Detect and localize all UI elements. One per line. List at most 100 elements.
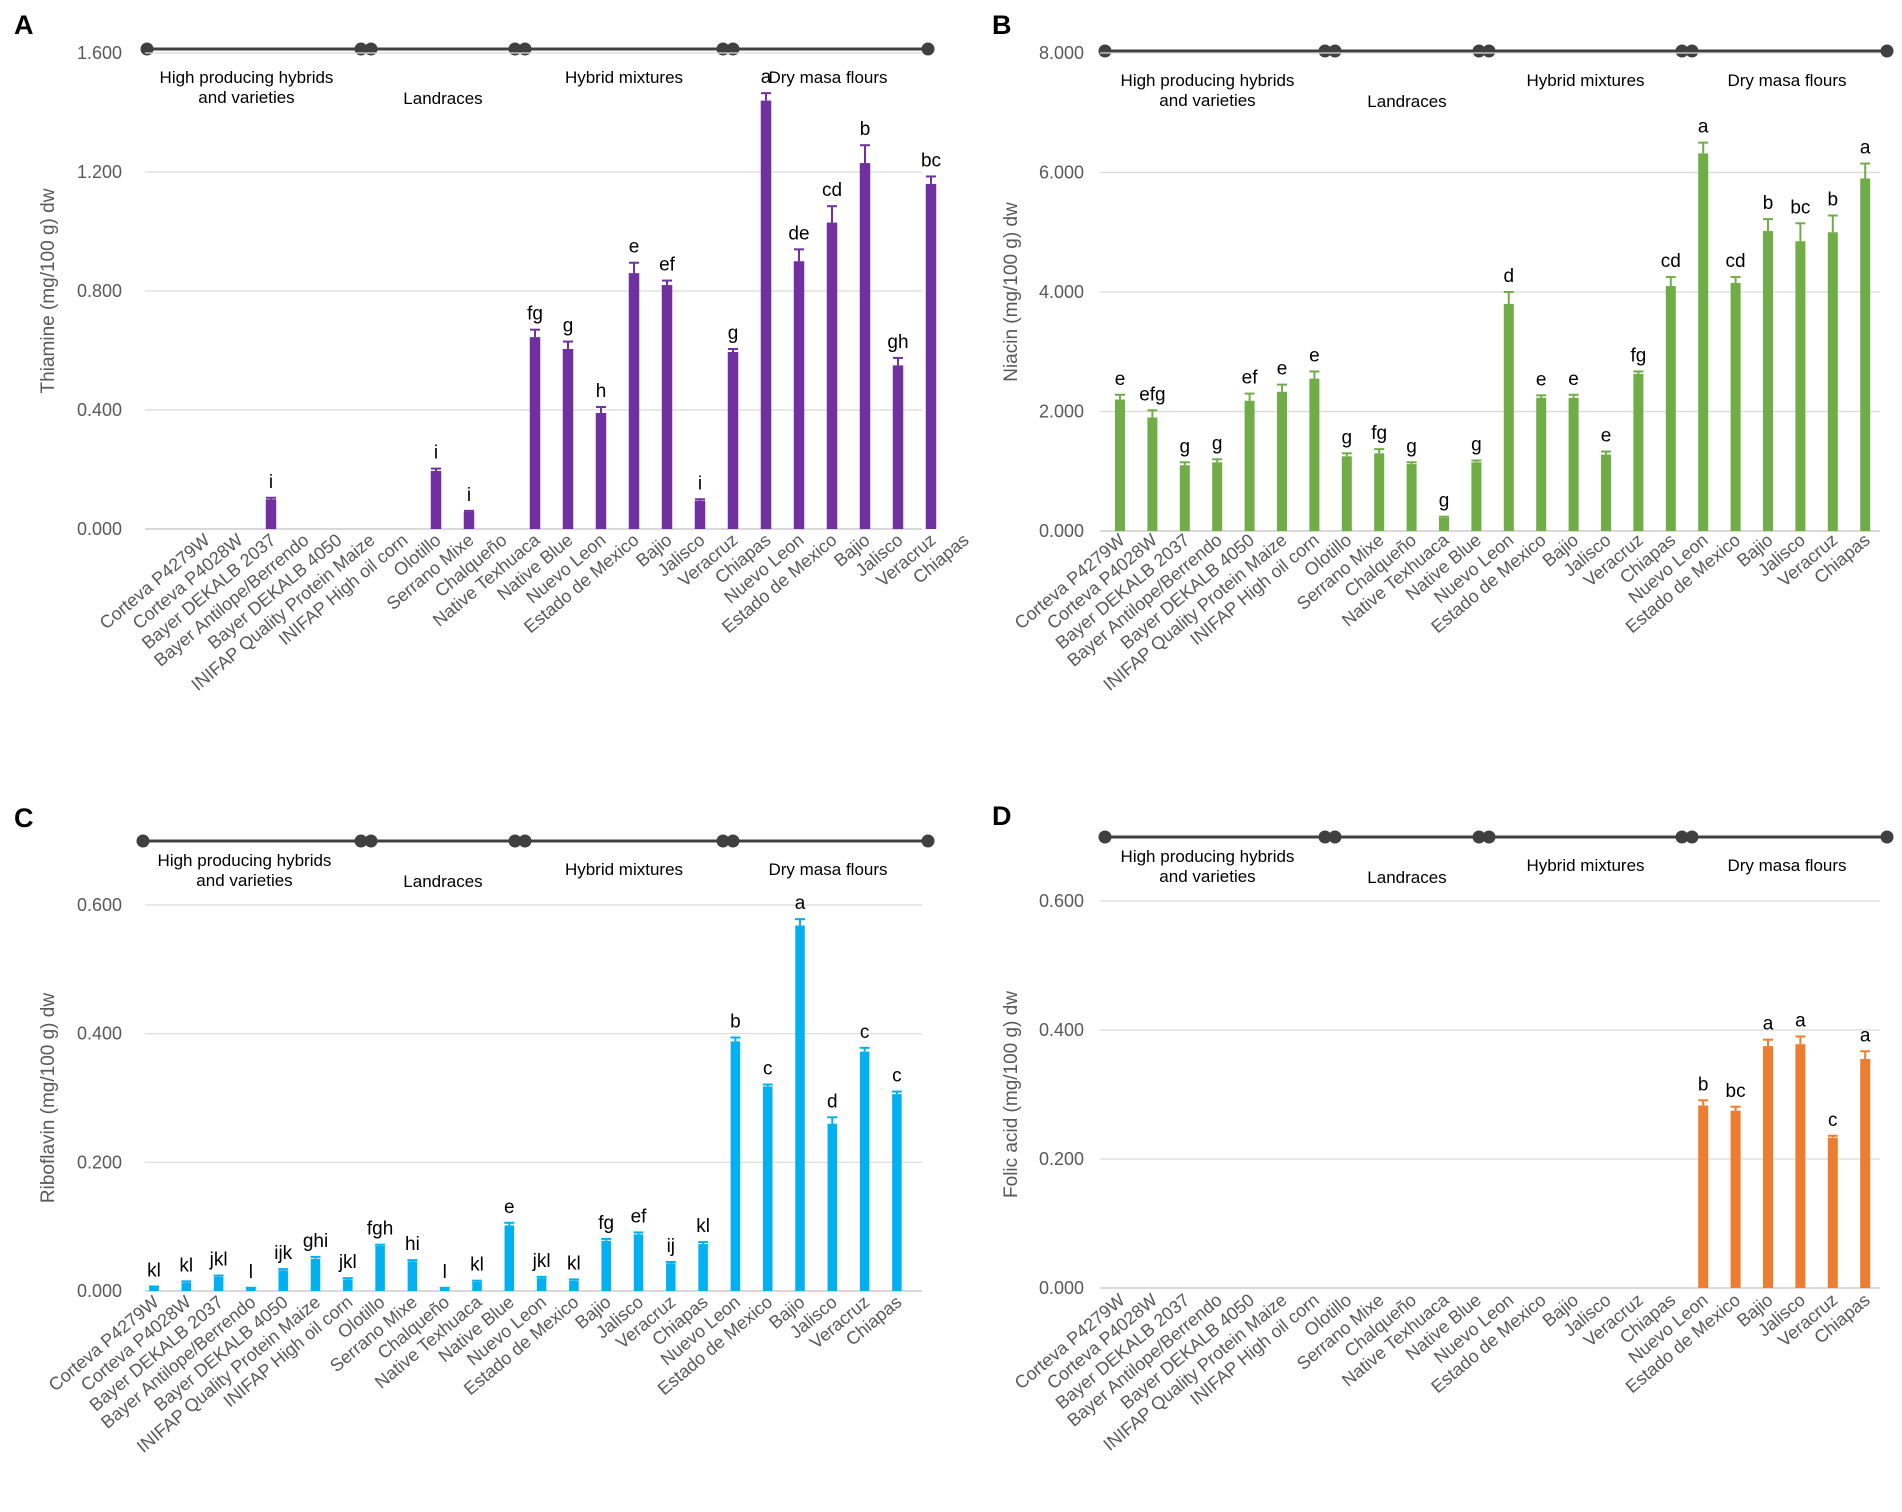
significance-letter: ef	[1242, 368, 1259, 389]
bar	[762, 1086, 773, 1291]
significance-letter: cd	[1661, 251, 1681, 272]
y-tick-label: 8.000	[1039, 43, 1084, 63]
bar	[1698, 1105, 1709, 1288]
bar	[1763, 231, 1773, 531]
bar	[407, 1261, 418, 1291]
bar	[666, 1263, 676, 1291]
timeline-dot	[726, 834, 740, 848]
y-axis-label: Riboflavin (mg/100 g) dw	[38, 993, 59, 1203]
bar	[730, 1041, 741, 1291]
significance-letter: cd	[822, 180, 842, 201]
group-label: High producing hybrids	[158, 851, 332, 870]
significance-letter: h	[596, 381, 607, 402]
bar	[439, 1288, 450, 1291]
significance-letter: e	[1536, 369, 1547, 390]
significance-letter: a	[1698, 117, 1709, 138]
panel-letter: C	[14, 803, 34, 833]
significance-letter: a	[1763, 1014, 1774, 1035]
bar	[536, 1278, 547, 1291]
significance-letter: kl	[470, 1255, 484, 1276]
significance-letter: a	[1795, 1010, 1806, 1031]
significance-letter: e	[1568, 369, 1579, 390]
bar	[1471, 462, 1482, 531]
bar	[1147, 417, 1158, 531]
timeline-dot	[1685, 830, 1699, 844]
bar	[633, 1234, 644, 1291]
y-tick-label: 0.800	[77, 281, 122, 301]
significance-letter: d	[1504, 266, 1515, 287]
bar	[892, 365, 904, 529]
y-tick-label: 0.400	[77, 1024, 122, 1044]
bar	[1827, 232, 1838, 531]
group-label: Dry masa flours	[1727, 856, 1846, 875]
bar	[1827, 1137, 1838, 1288]
significance-letter: fgh	[367, 1219, 393, 1240]
significance-letter: a	[761, 67, 772, 88]
significance-letter: ef	[659, 255, 676, 276]
significance-letter: e	[629, 237, 640, 258]
bar	[892, 1094, 902, 1291]
bar	[529, 337, 541, 529]
bar	[1277, 391, 1287, 531]
y-tick-label: 4.000	[1039, 282, 1084, 302]
significance-letter: l	[249, 1262, 253, 1283]
bar	[727, 351, 739, 529]
significance-letter: g	[1212, 433, 1223, 454]
group-label: Hybrid mixtures	[1526, 71, 1644, 90]
significance-letter: cd	[1726, 251, 1746, 272]
group-label: and varieties	[198, 88, 294, 107]
group-label: Hybrid mixtures	[565, 68, 683, 87]
timeline-dot	[1318, 44, 1332, 58]
bar	[661, 285, 673, 529]
bar	[826, 222, 838, 529]
timeline-dot	[1685, 44, 1699, 58]
significance-letter: kl	[147, 1260, 161, 1281]
significance-letter: kl	[179, 1255, 193, 1276]
bar	[472, 1281, 482, 1291]
bar	[1860, 178, 1871, 531]
significance-letter: e	[1601, 426, 1612, 447]
group-label: High producing hybrids	[160, 68, 334, 87]
bar	[859, 1051, 870, 1291]
significance-letter: kl	[696, 1216, 710, 1237]
significance-letter: gh	[887, 332, 908, 353]
significance-letter: b	[730, 1012, 741, 1033]
significance-letter: b	[1763, 193, 1774, 214]
timeline-dot	[1880, 830, 1894, 844]
timeline-dot	[1675, 44, 1689, 58]
significance-letter: bc	[1790, 197, 1810, 218]
bar	[1730, 1110, 1741, 1288]
bar	[430, 470, 442, 529]
timeline-dot	[1328, 830, 1342, 844]
bar	[1795, 241, 1806, 531]
y-tick-label: 0.600	[1039, 891, 1084, 911]
panel-letter: A	[14, 10, 34, 40]
group-label: Hybrid mixtures	[565, 860, 683, 879]
bar	[343, 1279, 353, 1291]
timeline-dot	[1098, 44, 1112, 58]
bar	[1568, 397, 1579, 531]
bar	[562, 349, 574, 529]
timeline-dot	[921, 42, 935, 56]
bar	[1665, 286, 1676, 531]
y-axis-label: Folic acid (mg/100 g) dw	[1001, 991, 1022, 1198]
bar	[1503, 303, 1514, 531]
group-label: and varieties	[196, 871, 292, 890]
bar	[278, 1270, 288, 1291]
bar	[1341, 456, 1352, 531]
y-axis-label: Thiamine (mg/100 g) dw	[38, 188, 59, 393]
bar	[1601, 454, 1611, 531]
bar	[698, 1244, 708, 1291]
timeline-dot	[716, 834, 730, 848]
timeline-dot	[726, 42, 740, 56]
bar	[601, 1240, 611, 1291]
significance-letter: e	[1115, 369, 1126, 390]
significance-letter: e	[1309, 345, 1320, 366]
timeline-dot	[354, 42, 368, 56]
significance-letter: i	[698, 473, 702, 494]
